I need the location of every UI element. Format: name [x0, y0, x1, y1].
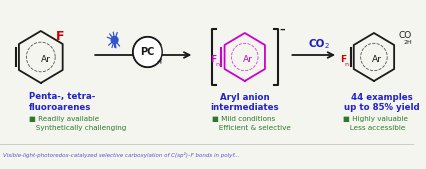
Text: F: F — [56, 30, 64, 42]
Text: F: F — [210, 55, 216, 65]
Text: Efficient & selective: Efficient & selective — [212, 125, 291, 131]
Text: Synthetically challenging: Synthetically challenging — [29, 125, 127, 131]
Text: up to 85% yield: up to 85% yield — [344, 103, 420, 112]
Text: 2: 2 — [325, 43, 329, 50]
Text: CO: CO — [309, 39, 325, 49]
Text: Ar: Ar — [243, 54, 253, 64]
Text: 44 examples: 44 examples — [351, 92, 413, 102]
Text: fluoroarenes: fluoroarenes — [29, 103, 92, 112]
Text: Visible-light-photoredox-catalyzed selective carboxylation of C(sp²)–F bonds in : Visible-light-photoredox-catalyzed selec… — [3, 152, 240, 158]
Text: Ar: Ar — [41, 54, 51, 64]
Text: intermediates: intermediates — [210, 103, 279, 112]
Text: PC: PC — [141, 47, 155, 57]
Text: 2H: 2H — [403, 41, 412, 45]
Text: Less accessible: Less accessible — [343, 125, 405, 131]
Text: Aryl anion: Aryl anion — [220, 92, 270, 102]
Text: Ar: Ar — [372, 54, 382, 64]
Text: CO: CO — [398, 30, 412, 40]
Text: n: n — [216, 62, 219, 66]
Text: n: n — [345, 62, 349, 66]
Text: ■ Mild conditions: ■ Mild conditions — [212, 116, 275, 122]
Circle shape — [111, 37, 118, 43]
Text: –: – — [280, 25, 285, 35]
Circle shape — [133, 37, 162, 67]
Text: F: F — [340, 55, 346, 65]
Text: ■ Readily available: ■ Readily available — [29, 116, 99, 122]
Text: Penta-, tetra-: Penta-, tetra- — [29, 92, 95, 102]
Text: ■ Highly valuable: ■ Highly valuable — [343, 116, 408, 122]
